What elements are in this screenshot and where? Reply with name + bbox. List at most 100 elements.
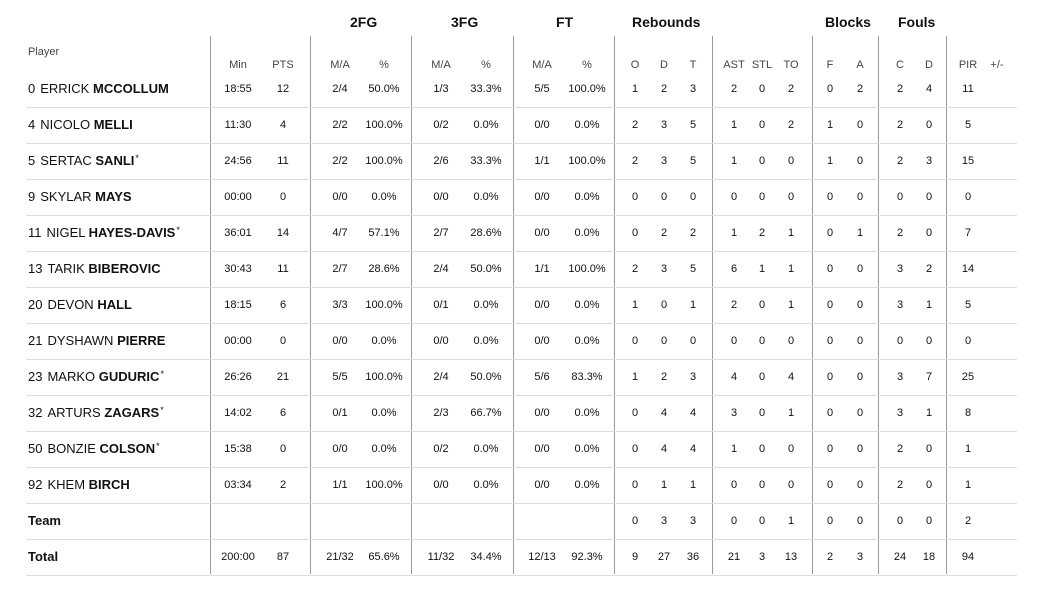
cell-t: 5 bbox=[689, 263, 697, 275]
column-header-fouls-committed[interactable]: C bbox=[896, 59, 904, 71]
table-row[interactable]: 92 KHEM BIRCH 03:34 2 1/1 100.0% 0/0 0.0% 0/0 0.0… bbox=[26, 467, 1017, 504]
player-last-name: GUDURIC bbox=[98, 369, 160, 384]
cell-t: 4 bbox=[689, 443, 697, 455]
cell-fg3-pct: 50.0% bbox=[470, 263, 502, 275]
cell-foul-d: 4 bbox=[925, 83, 933, 95]
cell-t: 5 bbox=[689, 119, 697, 131]
column-header-blocks-for[interactable]: F bbox=[826, 59, 834, 71]
player-last-name: HALL bbox=[97, 297, 132, 312]
table-row[interactable]: 5 SERTAC SANLI* 24:56 11 2/2 100.0% 2/6 33.3% 1/… bbox=[26, 143, 1017, 180]
table-row[interactable]: 50 BONZIE COLSON* 15:38 0 0/0 0.0% 0/2 0.0% 0/0 0… bbox=[26, 431, 1017, 468]
cell-stl: 0 bbox=[758, 299, 766, 311]
player-name-link[interactable]: 32 ARTURS ZAGARS* bbox=[28, 395, 164, 431]
column-header-min[interactable]: Min bbox=[229, 59, 247, 71]
cell-o: 2 bbox=[631, 155, 639, 167]
column-header-ast[interactable]: AST bbox=[723, 59, 745, 71]
cell-to: 0 bbox=[787, 335, 795, 347]
table-row[interactable]: 4 NICOLO MELLI 11:30 4 2/2 100.0% 0/2 0.0% 0/0 0.… bbox=[26, 107, 1017, 144]
player-first-name: ARTURS bbox=[47, 405, 101, 420]
player-number: 50 bbox=[28, 441, 43, 456]
column-divider bbox=[614, 36, 615, 574]
player-name-link[interactable]: 23 MARKO GUDURIC* bbox=[28, 359, 164, 395]
cell-fg3-ma: 11/32 bbox=[427, 551, 455, 563]
cell-fg2-ma: 5/5 bbox=[332, 371, 348, 383]
cell-foul-c: 2 bbox=[896, 443, 904, 455]
column-header-plus-minus[interactable]: +/- bbox=[990, 59, 1004, 71]
table-row[interactable]: 21 DYSHAWN PIERRE 00:00 0 0/0 0.0% 0/0 0.0% 0/0 0… bbox=[26, 323, 1017, 360]
column-header-pir[interactable]: PIR bbox=[958, 59, 978, 71]
player-number: 4 bbox=[28, 117, 36, 132]
cell-min: 30:43 bbox=[224, 263, 252, 275]
player-name-link[interactable]: 5 SERTAC SANLI* bbox=[28, 143, 139, 179]
cell-o: 0 bbox=[631, 335, 639, 347]
column-header-3fg-pct[interactable]: % bbox=[481, 59, 491, 71]
cell-stl: 0 bbox=[758, 407, 766, 419]
cell-blk-a: 0 bbox=[856, 119, 864, 131]
cell-ft-pct: 100.0% bbox=[568, 83, 606, 95]
table-row[interactable]: 13 TARIK BIBEROVIC 30:43 11 2/7 28.6% 2/4 50.0%… bbox=[26, 251, 1017, 288]
column-header-offensive-rebounds[interactable]: O bbox=[630, 59, 640, 71]
starter-mark: * bbox=[156, 441, 160, 451]
player-last-name: MAYS bbox=[95, 189, 132, 204]
cell-to: 4 bbox=[787, 371, 795, 383]
player-last-name: COLSON bbox=[99, 441, 156, 456]
table-row[interactable]: 9 SKYLAR MAYS 00:00 0 0/0 0.0% 0/0 0.0% 0/0 0.0% 0… bbox=[26, 179, 1017, 216]
column-header-stl[interactable]: STL bbox=[751, 59, 773, 71]
cell-blk-f: 0 bbox=[826, 371, 834, 383]
cell-ft-pct: 0.0% bbox=[574, 191, 600, 203]
player-first-name: DYSHAWN bbox=[47, 333, 114, 348]
player-name-link[interactable]: 50 BONZIE COLSON* bbox=[28, 431, 160, 467]
cell-fg3-pct: 0.0% bbox=[473, 443, 499, 455]
player-first-name: DEVON bbox=[47, 297, 94, 312]
cell-fg3-pct: 33.3% bbox=[470, 155, 502, 167]
cell-to: 0 bbox=[787, 479, 795, 491]
player-name-link[interactable]: 20 DEVON HALL bbox=[28, 287, 133, 323]
cell-blk-f: 0 bbox=[826, 515, 834, 527]
player-name-link[interactable]: 11 NIGEL HAYES-DAVIS* bbox=[28, 215, 180, 251]
player-name-link[interactable]: 4 NICOLO MELLI bbox=[28, 107, 134, 143]
column-header-2fg-ma[interactable]: M/A bbox=[330, 59, 350, 71]
cell-fg2-pct: 100.0% bbox=[365, 299, 403, 311]
column-header-defensive-rebounds[interactable]: D bbox=[660, 59, 668, 71]
column-header-ft-pct[interactable]: % bbox=[582, 59, 592, 71]
cell-stl: 0 bbox=[758, 191, 766, 203]
table-row[interactable]: 0 ERRICK MCCOLLUM 18:55 12 2/4 50.0% 1/3 33.3% 5… bbox=[26, 71, 1017, 108]
column-header-pts[interactable]: PTS bbox=[272, 59, 294, 71]
column-divider bbox=[411, 36, 412, 574]
cell-fg2-pct: 0.0% bbox=[371, 407, 397, 419]
cell-t: 1 bbox=[689, 299, 697, 311]
cell-stl: 0 bbox=[758, 479, 766, 491]
column-header-player[interactable]: Player bbox=[28, 46, 60, 58]
cell-blk-a: 0 bbox=[856, 479, 864, 491]
table-row[interactable]: 20 DEVON HALL 18:15 6 3/3 100.0% 0/1 0.0% 0/0 0.0… bbox=[26, 287, 1017, 324]
cell-foul-c: 24 bbox=[893, 551, 907, 563]
cell-to: 1 bbox=[787, 263, 795, 275]
column-header-total-rebounds[interactable]: T bbox=[689, 59, 697, 71]
cell-blk-f: 1 bbox=[826, 119, 834, 131]
column-header-fouls-drawn[interactable]: D bbox=[925, 59, 933, 71]
cell-fg2-ma: 0/0 bbox=[332, 191, 348, 203]
cell-d: 3 bbox=[660, 515, 668, 527]
player-name-link[interactable]: 92 KHEM BIRCH bbox=[28, 467, 131, 503]
column-header-blocks-against[interactable]: A bbox=[856, 59, 864, 71]
column-header-2fg-pct[interactable]: % bbox=[379, 59, 389, 71]
column-header-to[interactable]: TO bbox=[783, 59, 799, 71]
column-header-ft-ma[interactable]: M/A bbox=[532, 59, 552, 71]
cell-blk-a: 0 bbox=[856, 299, 864, 311]
table-row[interactable]: 32 ARTURS ZAGARS* 14:02 6 0/1 0.0% 2/3 66.7% 0/0… bbox=[26, 395, 1017, 432]
table-row[interactable]: 11 NIGEL HAYES-DAVIS* 36:01 14 4/7 57.1% 2/7 28… bbox=[26, 215, 1017, 252]
group-header-2fg: 2FG bbox=[350, 14, 378, 30]
cell-pts: 11 bbox=[277, 155, 289, 167]
cell-to: 13 bbox=[784, 551, 798, 563]
cell-foul-c: 2 bbox=[896, 83, 904, 95]
table-row[interactable]: 23 MARKO GUDURIC* 26:26 21 5/5 100.0% 2/4 50.0%… bbox=[26, 359, 1017, 396]
player-name-link[interactable]: 13 TARIK BIBEROVIC bbox=[28, 251, 162, 287]
cell-pts: 0 bbox=[279, 191, 287, 203]
column-header-3fg-ma[interactable]: M/A bbox=[431, 59, 451, 71]
cell-stl: 2 bbox=[758, 227, 766, 239]
player-name-link[interactable]: 0 ERRICK MCCOLLUM bbox=[28, 71, 170, 107]
cell-blk-a: 0 bbox=[856, 155, 864, 167]
cell-o: 0 bbox=[631, 479, 639, 491]
player-name-link[interactable]: 21 DYSHAWN PIERRE bbox=[28, 323, 166, 359]
player-name-link[interactable]: 9 SKYLAR MAYS bbox=[28, 179, 133, 215]
